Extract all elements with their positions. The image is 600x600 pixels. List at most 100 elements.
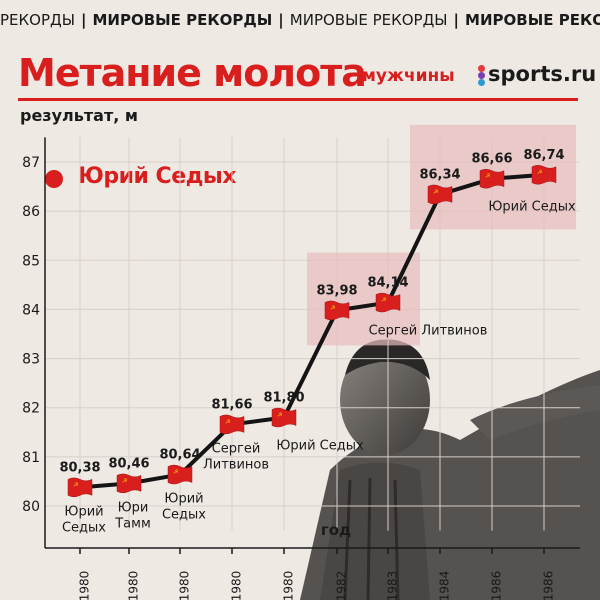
athlete-label: Сергей Литвинов <box>369 324 488 339</box>
data-label: 80,64 <box>159 448 200 463</box>
athlete-label: Юрий Седых <box>62 504 106 535</box>
y-axis-label: результат, м <box>20 106 138 125</box>
title-underline <box>18 98 578 101</box>
athlete-label-line: Сергей <box>212 441 261 456</box>
ussr-flag-icon: ☭ <box>324 300 350 321</box>
x-tick-label: 1984 <box>438 571 452 600</box>
ussr-flag-icon: ☭ <box>116 473 142 494</box>
flag-shape <box>219 414 245 435</box>
ticker-strip: РЕКОРДЫ | МИРОВЫЕ РЕКОРДЫ | МИРОВЫЕ РЕКОРДЫ |… <box>0 0 600 40</box>
ussr-flag-icon: ☭ <box>67 477 93 498</box>
flag-shape <box>67 477 93 498</box>
y-tick-label: 80 <box>22 499 40 515</box>
x-tick-label: 1986 <box>490 571 504 600</box>
ussr-flag-icon: ☭ <box>167 464 193 485</box>
athlete-label-line: Сергей Литвинов <box>369 324 488 339</box>
flag-emblem: ☭ <box>433 188 438 195</box>
ticker-separator: | <box>80 11 87 29</box>
athlete-label-line: Юрий Седых <box>488 200 576 215</box>
athlete-label-line: Седых <box>162 508 206 523</box>
flag-emblem: ☭ <box>173 469 178 476</box>
data-label: 80,38 <box>59 460 100 475</box>
athlete-label-line: Юрий <box>64 504 103 519</box>
sports-ru-logo: sports.ru <box>478 62 596 86</box>
athlete-label-line: Тамм <box>114 516 151 531</box>
flag-shape <box>116 473 142 494</box>
y-tick-label: 87 <box>22 155 40 171</box>
x-tick-label: 1983 <box>386 571 400 600</box>
data-label: 83,98 <box>316 283 357 298</box>
flag-shape <box>375 292 401 313</box>
flag-emblem: ☭ <box>73 481 78 488</box>
flag-shape <box>479 168 505 189</box>
athlete-label: Юрий Седых <box>276 439 364 454</box>
y-tick-label: 82 <box>22 401 40 417</box>
logo-dots-icon <box>478 64 487 86</box>
data-label: 81,80 <box>263 391 304 406</box>
chart-subtitle: мужчины <box>362 66 455 86</box>
flag-emblem: ☭ <box>485 173 490 180</box>
chart-title: Метание молота <box>18 51 367 95</box>
ussr-flag-icon: ☭ <box>219 414 245 435</box>
x-tick-label: 1980 <box>282 571 296 600</box>
flag-emblem: ☭ <box>225 418 230 425</box>
data-label: 86,34 <box>419 167 460 182</box>
flag-shape <box>167 464 193 485</box>
athlete-label: Юрий Седых <box>488 200 576 215</box>
athlete-label-line: Литвинов <box>203 457 269 472</box>
athlete-label-line: Юри <box>118 500 149 515</box>
athlete-marker-dot <box>45 170 63 188</box>
flag-emblem: ☭ <box>330 304 335 311</box>
ticker-separator: | <box>453 11 460 29</box>
x-axis-label: год <box>321 521 351 539</box>
ussr-flag-icon: ☭ <box>375 292 401 313</box>
flag-shape <box>427 184 453 205</box>
y-tick-label: 83 <box>22 352 40 368</box>
y-tick-label: 81 <box>22 450 40 466</box>
athlete-label: Юри Тамм <box>114 500 151 531</box>
flag-shape <box>271 407 297 428</box>
x-tick-label: 1982 <box>335 571 349 600</box>
x-tick-label: 1980 <box>127 571 141 600</box>
series-line-group: ☭ ☭ ☭ ☭ ☭ ☭ ☭ ☭ ☭ ☭ <box>67 165 557 498</box>
athlete-photo <box>300 339 600 600</box>
highlight-athlete-name: Юрий Седых <box>78 164 236 189</box>
ticker-item: МИРОВЫЕ РЕКОРДЫ <box>92 11 273 29</box>
data-label: 84,14 <box>367 276 408 291</box>
y-tick-label: 85 <box>22 253 40 269</box>
ticker-item: МИРОВЫЕ РЕКОРДЫ <box>465 11 600 29</box>
ussr-flag-icon: ☭ <box>531 165 557 185</box>
x-tick-label: 1980 <box>230 571 244 600</box>
logo-text: sports.ru <box>488 62 597 86</box>
athlete-label: Юрий Седых <box>162 492 206 523</box>
y-tick-label: 84 <box>22 302 40 318</box>
chart-axes: 80 81 82 83 84 85 86 87 1980 1980 1980 1980 1980 1982… <box>22 137 580 600</box>
ussr-flag-icon: ☭ <box>427 184 453 205</box>
athlete-label-line: Седых <box>62 520 106 535</box>
flag-emblem: ☭ <box>537 169 542 176</box>
data-label: 81,66 <box>211 397 252 412</box>
flag-emblem: ☭ <box>122 477 127 484</box>
series-line <box>79 172 545 490</box>
flag-shape <box>324 300 350 321</box>
athlete-label-line: Юрий <box>164 492 203 507</box>
x-tick-label: 1986 <box>542 571 556 600</box>
data-label: 86,66 <box>471 152 512 167</box>
x-tick-label: 1980 <box>178 571 192 600</box>
ussr-flag-icon: ☭ <box>479 168 505 189</box>
ticker-item: МИРОВЫЕ РЕКОРДЫ <box>289 11 448 29</box>
ticker-separator: | <box>278 11 284 29</box>
data-labels: 80,38 80,46 80,64 81,66 81,80 83,98 84,14 86,34… <box>59 148 576 536</box>
y-tick-label: 86 <box>22 204 40 220</box>
athlete-label-line: Юрий Седых <box>276 439 364 454</box>
athlete-label: Сергей Литвинов <box>203 441 269 472</box>
flag-emblem: ☭ <box>381 297 386 304</box>
x-tick-label: 1980 <box>78 571 92 600</box>
ussr-flag-icon: ☭ <box>271 407 297 428</box>
flag-shape <box>531 165 557 185</box>
flag-emblem: ☭ <box>277 412 282 419</box>
ticker-item: РЕКОРДЫ <box>0 11 75 29</box>
data-label: 80,46 <box>108 456 149 471</box>
data-label: 86,74 <box>523 148 564 163</box>
